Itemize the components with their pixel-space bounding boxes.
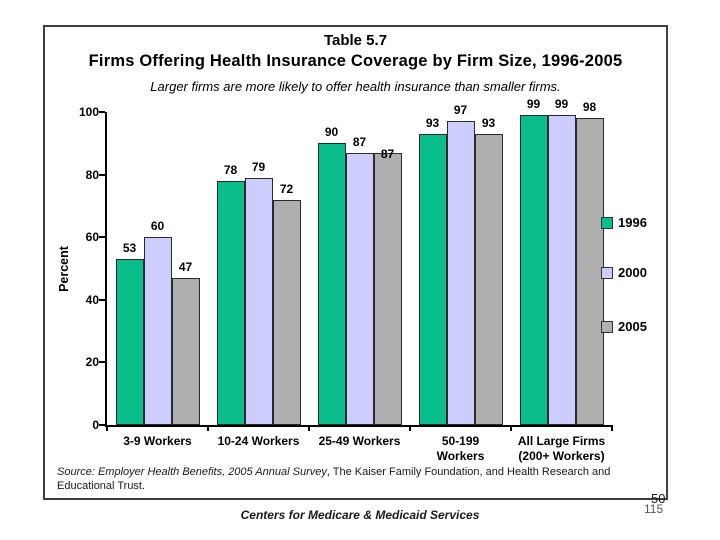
source-note-regular: , The Kaiser Family Foundation, and Heal… <box>57 466 611 492</box>
x-axis-category-label: 3-9 Workers <box>123 434 192 448</box>
x-axis-category-label: 10-24 Workers <box>217 434 300 448</box>
bar-value-label: 93 <box>481 115 496 130</box>
page-number-top: 50 <box>651 491 666 506</box>
y-axis-tick-mark <box>99 236 105 239</box>
page-number-bottom: 115 <box>644 502 664 516</box>
y-axis-tick-mark <box>99 111 105 113</box>
bar-value-label: 87 <box>380 146 395 161</box>
bar-2005 <box>373 152 402 425</box>
x-axis-tick-mark <box>510 425 512 431</box>
bar-value-label: 47 <box>178 259 193 274</box>
x-axis-category-label: 50-199 Workers <box>436 434 485 463</box>
bar-1996 <box>216 180 245 425</box>
bar-value-label: 53 <box>122 241 137 256</box>
legend-item-2005: 2005 <box>601 319 647 334</box>
y-axis-title-text: Percent <box>57 245 72 292</box>
y-axis-tick-mark <box>99 298 105 301</box>
bar-value-label: 90 <box>324 125 339 140</box>
bar-2005 <box>575 118 604 425</box>
y-axis-tick-label: 60 <box>85 230 99 245</box>
y-axis-tick-label: 40 <box>85 292 99 307</box>
footer-org-name: Centers for Medicare & Medicaid Services <box>240 508 480 522</box>
legend-label-2005: 2005 <box>618 319 647 334</box>
bar-2005 <box>272 199 301 425</box>
legend-swatch-1996 <box>601 216 613 229</box>
bar-2000 <box>547 115 576 425</box>
bar-value-label: 78 <box>223 162 238 177</box>
x-axis-tick-mark <box>207 425 209 431</box>
bar-2000 <box>345 152 374 425</box>
y-axis-tick-label: 80 <box>85 167 99 182</box>
bar-1996 <box>519 115 548 425</box>
y-axis-tick-label: 20 <box>85 355 99 370</box>
bar-value-label: 79 <box>251 159 266 174</box>
bar-value-label: 93 <box>425 115 440 130</box>
bar-value-label: 72 <box>279 181 294 196</box>
bar-2000 <box>244 177 273 425</box>
bar-value-label: 99 <box>554 97 569 112</box>
legend-swatch-2000 <box>601 266 613 279</box>
x-axis-category-label: 25-49 Workers <box>318 434 401 448</box>
y-axis-tick-mark <box>99 173 105 176</box>
bar-2000 <box>446 121 475 425</box>
bar-1996 <box>317 143 346 425</box>
bar-2005 <box>474 133 503 425</box>
bar-1996 <box>115 259 144 425</box>
bar-2005 <box>171 277 200 425</box>
bar-value-label: 97 <box>453 103 468 118</box>
chart-title: Firms Offering Health Insurance Coverage… <box>88 52 623 70</box>
legend-label-1996: 1996 <box>618 215 647 230</box>
slide-frame: Table 5.7 Firms Offering Health Insuranc… <box>43 25 668 500</box>
plot-area: Percent 0 20 40 60 80 100 53 60 47 3-9 Workers 78 7… <box>57 98 613 463</box>
bar-value-label: 99 <box>526 97 541 112</box>
source-note-italic: Source: Employer Health Benefits, 2005 A… <box>57 466 327 478</box>
y-axis-tick-label: 0 <box>92 418 99 432</box>
table-number-title: Table 5.7 <box>323 32 388 49</box>
x-axis-tick-mark <box>409 425 411 431</box>
bar-value-label: 60 <box>150 219 165 234</box>
legend-swatch-2005 <box>601 320 613 333</box>
bar-2000 <box>143 237 172 425</box>
y-axis-title: Percent <box>47 112 81 425</box>
x-axis-category-label: All Large Firms (200+ Workers) <box>517 434 606 463</box>
legend-label-2000: 2000 <box>618 265 647 280</box>
y-axis-tick-mark <box>99 424 105 426</box>
x-axis-tick-mark <box>611 425 613 431</box>
chart-subtitle: Larger firms are more likely to offer he… <box>150 79 561 94</box>
y-axis-tick-label: 100 <box>78 105 99 119</box>
x-axis-tick-mark <box>106 425 108 431</box>
legend-item-2000: 2000 <box>601 265 647 280</box>
source-note: Source: Employer Health Benefits, 2005 A… <box>57 466 639 493</box>
bar-1996 <box>418 133 447 425</box>
x-axis-tick-mark <box>308 425 310 431</box>
legend-item-1996: 1996 <box>601 215 647 230</box>
bar-value-label: 87 <box>352 134 367 149</box>
y-axis-tick-mark <box>99 361 105 364</box>
bar-value-label: 98 <box>582 100 597 115</box>
